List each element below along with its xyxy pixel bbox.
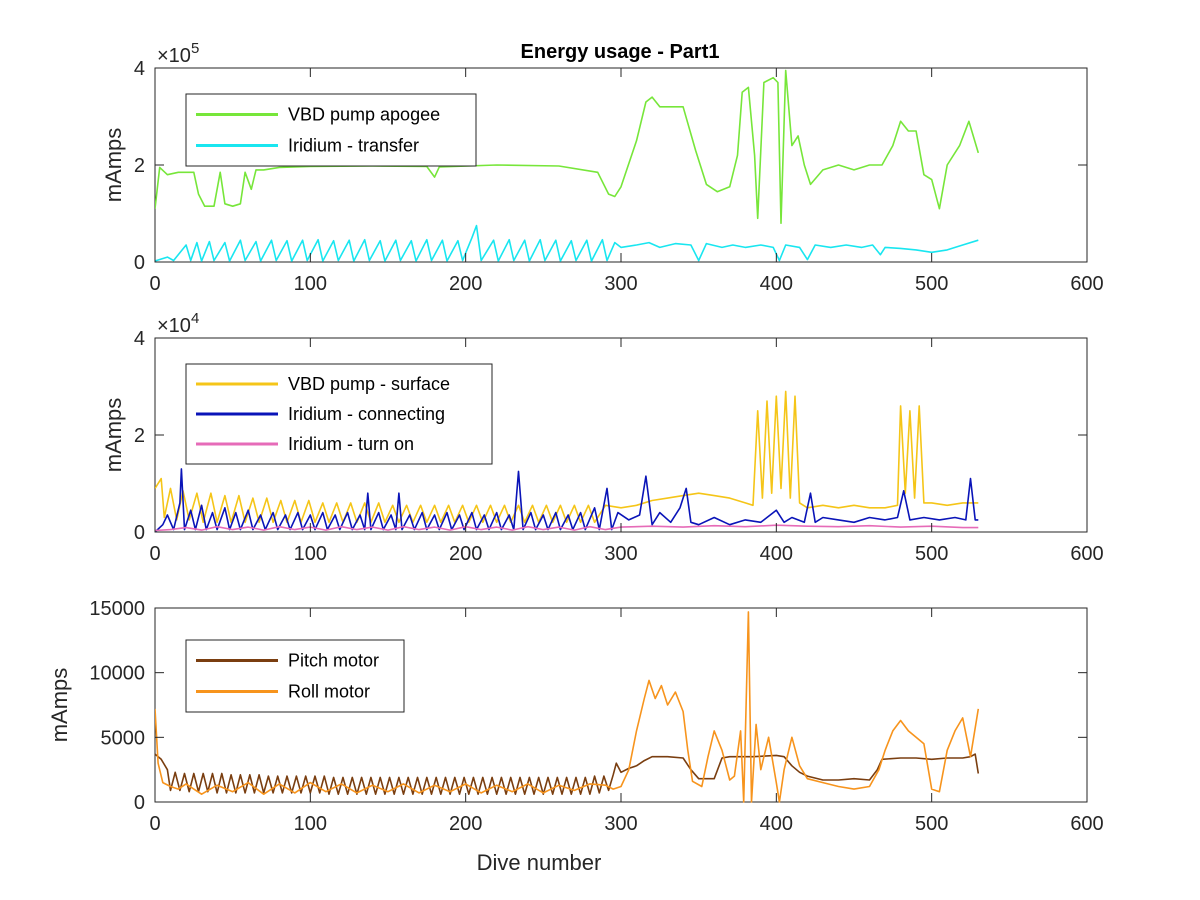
x-tick-label: 300: [604, 273, 637, 295]
x-tick-label: 100: [294, 543, 327, 565]
legend-entry: VBD pump - surface: [288, 374, 450, 394]
series-line-1: [155, 69, 980, 224]
x-tick-label: 400: [760, 273, 793, 295]
y-tick-label: 0: [134, 792, 145, 814]
series-line-2: [155, 224, 979, 262]
x-tick-label: 100: [294, 273, 327, 295]
y-tick-label: 4: [134, 328, 145, 350]
y-tick-label: 15000: [89, 598, 145, 620]
y-tick-label: 4: [134, 58, 145, 80]
legend-entry: Iridium - transfer: [288, 136, 419, 156]
y-tick-label: 10000: [89, 663, 145, 685]
x-tick-label: 400: [760, 543, 793, 565]
series-line-1: [155, 390, 979, 524]
legend-entry: VBD pump apogee: [288, 105, 440, 125]
x-tick-label: 600: [1070, 813, 1103, 835]
series-line-2: [155, 611, 980, 803]
x-tick-label: 500: [915, 813, 948, 835]
legend-entry: Iridium - turn on: [288, 434, 414, 454]
legend-box: [185, 639, 405, 713]
legend-entry: Pitch motor: [288, 651, 379, 671]
y-axis-label: mAmps: [101, 398, 126, 473]
x-tick-label: 200: [449, 273, 482, 295]
x-tick-label: 500: [915, 273, 948, 295]
x-tick-label: 200: [449, 543, 482, 565]
x-tick-label: 500: [915, 543, 948, 565]
series-line-2: [155, 468, 979, 533]
x-tick-label: 600: [1070, 273, 1103, 295]
x-tick-label: 600: [1070, 543, 1103, 565]
x-tick-label: 100: [294, 813, 327, 835]
y-tick-label: 2: [134, 425, 145, 447]
legend: Pitch motor Roll motor: [185, 639, 405, 713]
y-axis-label: mAmps: [47, 668, 72, 743]
y-exponent-power: 5: [191, 40, 199, 57]
subplot-3: 0 100 200 300 400 500 600 0 5000 10000 15000 mAmps D…: [47, 598, 1104, 875]
legend-entry: Iridium - connecting: [288, 404, 445, 424]
series-group: [155, 69, 980, 262]
legend: VBD pump apogee Iridium - transfer: [185, 93, 477, 167]
y-axis-label: mAmps: [101, 128, 126, 203]
x-axis-label: Dive number: [477, 850, 602, 875]
x-tick-label: 0: [149, 543, 160, 565]
x-tick-label: 0: [149, 813, 160, 835]
figure-title: Energy usage - Part1: [521, 41, 720, 63]
legend-entry: Roll motor: [288, 682, 370, 702]
legend-box: [185, 93, 477, 167]
y-tick-label: 0: [134, 252, 145, 274]
y-tick-label: 0: [134, 522, 145, 544]
y-exponent-power: 4: [191, 310, 199, 327]
x-tick-label: 300: [604, 813, 637, 835]
y-tick-label: 2: [134, 155, 145, 177]
x-tick-label: 300: [604, 543, 637, 565]
series-group: [155, 611, 980, 803]
x-tick-label: 0: [149, 273, 160, 295]
x-tick-label: 400: [760, 813, 793, 835]
x-tick-label: 200: [449, 813, 482, 835]
legend: VBD pump - surface Iridium - connecting Ir…: [185, 363, 493, 465]
y-tick-label: 5000: [101, 727, 146, 749]
